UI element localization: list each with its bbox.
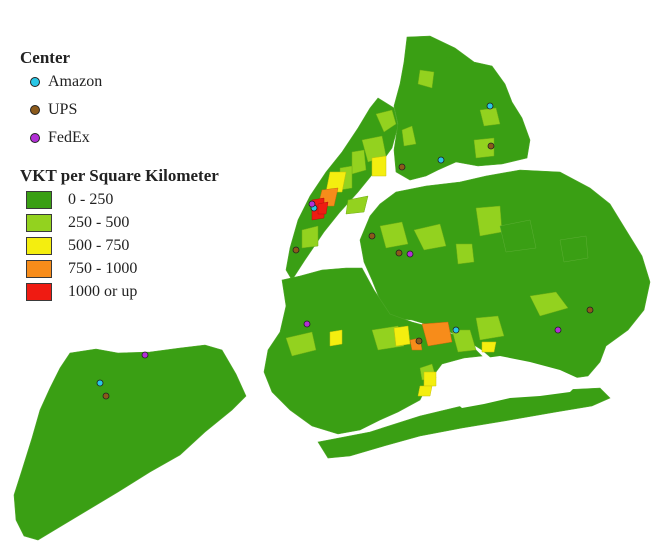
legend-class-1000-up: 1000 or up [20, 280, 280, 303]
fedex-marker [303, 320, 311, 328]
tracts-500-750 [325, 155, 497, 397]
ups-marker [586, 306, 594, 314]
vkt-legend-title: VKT per Square Kilometer [20, 166, 219, 185]
ups-marker [292, 246, 300, 254]
legend-label: UPS [48, 101, 78, 118]
legend-item-ups: UPS [20, 96, 280, 124]
swatch-icon [26, 282, 52, 301]
fedex-dot-icon [30, 133, 40, 143]
fedex-marker [406, 250, 414, 258]
legend-label: FedEx [48, 129, 90, 146]
ups-marker [487, 142, 495, 150]
park-areas [499, 219, 589, 263]
legend-label: 500 - 750 [68, 236, 130, 254]
legend-label: 0 - 250 [68, 190, 114, 208]
swatch-icon [26, 236, 52, 255]
jamaica-bay [440, 356, 582, 408]
fedex-marker [554, 326, 562, 334]
center-legend-list: Amazon UPS FedEx [20, 68, 280, 152]
tracts-250-500 [285, 69, 569, 381]
legend-label: Amazon [48, 73, 103, 90]
map-legend: Center Amazon UPS FedEx VKT per Square K… [20, 48, 280, 303]
ups-marker [102, 392, 110, 400]
ups-dot-icon [30, 105, 40, 115]
legend-label: 1000 or up [68, 282, 138, 300]
center-markers [96, 102, 594, 400]
legend-item-amazon: Amazon [20, 68, 280, 96]
rockaway [317, 387, 611, 459]
ups-marker [395, 249, 403, 257]
amazon-marker [486, 102, 494, 110]
amazon-marker [96, 379, 104, 387]
staten-island [13, 344, 247, 541]
ups-marker [415, 337, 423, 345]
fedex-marker [308, 200, 316, 208]
legend-item-fedex: FedEx [20, 124, 280, 152]
amazon-marker [452, 326, 460, 334]
legend-label: 750 - 1000 [68, 259, 138, 277]
bronx [393, 35, 531, 181]
fedex-marker [141, 351, 149, 359]
amazon-dot-icon [30, 77, 40, 87]
legend-label: 250 - 500 [68, 213, 130, 231]
legend-class-500-750: 500 - 750 [20, 234, 280, 257]
legend-class-0-250: 0 - 250 [20, 188, 280, 211]
ups-marker [368, 232, 376, 240]
swatch-icon [26, 190, 52, 209]
amazon-marker [437, 156, 445, 164]
center-legend-title: Center [20, 48, 71, 67]
legend-class-250-500: 250 - 500 [20, 211, 280, 234]
ups-marker [398, 163, 406, 171]
swatch-icon [26, 213, 52, 232]
swatch-icon [26, 259, 52, 278]
vkt-legend-list: 0 - 250 250 - 500 500 - 750 750 - 1000 1… [20, 188, 280, 303]
small-island [444, 56, 460, 74]
legend-class-750-1000: 750 - 1000 [20, 257, 280, 280]
